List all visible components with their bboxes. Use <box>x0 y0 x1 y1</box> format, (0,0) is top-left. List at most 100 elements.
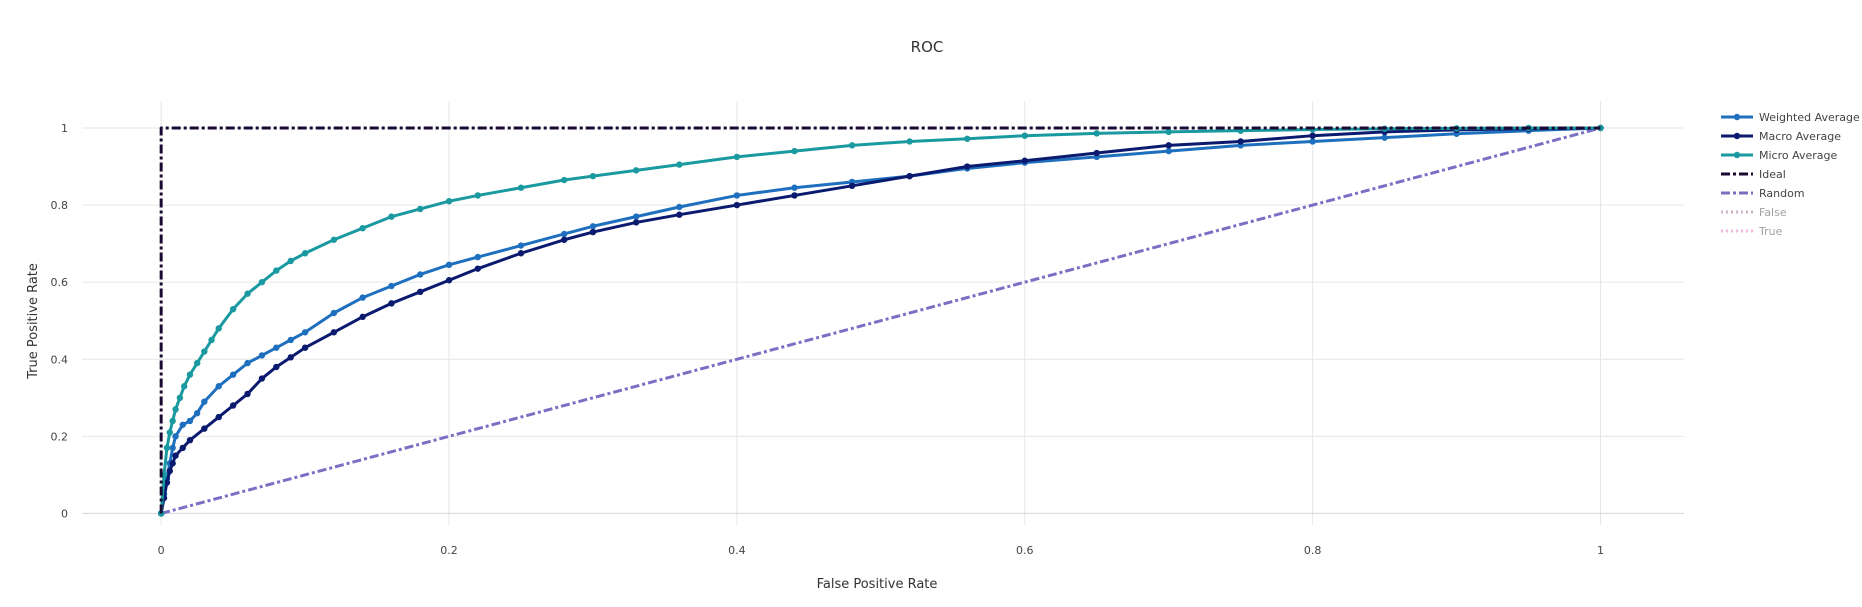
data-point <box>163 479 171 486</box>
legend-marker <box>1733 132 1741 140</box>
legend-item-true[interactable]: True <box>1721 225 1783 238</box>
data-point <box>1237 138 1244 145</box>
data-point <box>287 354 294 361</box>
data-point <box>229 402 237 409</box>
data-point <box>848 182 856 189</box>
data-point <box>791 147 798 155</box>
data-point <box>215 325 222 332</box>
y-tick-label: 0 <box>61 507 68 520</box>
data-point <box>201 425 208 432</box>
series-line-ideal <box>159 126 1601 514</box>
series-random <box>160 126 1601 515</box>
data-point <box>176 394 184 401</box>
data-point <box>301 344 309 351</box>
data-point <box>964 163 971 170</box>
data-point <box>1093 130 1100 137</box>
data-point <box>244 359 251 367</box>
data-point <box>301 250 309 257</box>
data-point <box>201 398 208 405</box>
data-point <box>172 433 179 440</box>
y-axis-title: True Positive Rate <box>26 263 41 380</box>
data-point <box>517 242 525 249</box>
data-point <box>301 329 309 336</box>
data-point <box>359 294 366 301</box>
data-point <box>166 429 174 436</box>
data-point <box>388 213 395 220</box>
data-point <box>632 213 640 220</box>
legend-label: True <box>1758 225 1783 238</box>
data-point <box>169 460 176 467</box>
data-point <box>287 257 294 265</box>
data-point <box>791 184 798 191</box>
legend-label: False <box>1759 206 1787 219</box>
legend-item-ideal[interactable]: Ideal <box>1721 168 1786 181</box>
legend[interactable]: Weighted Average Macro Average Micro Avera… <box>1721 111 1860 238</box>
data-point <box>733 201 741 209</box>
data-point <box>1093 149 1100 157</box>
data-point <box>258 352 266 359</box>
data-point <box>287 336 294 344</box>
data-point <box>193 410 201 417</box>
data-point <box>180 383 188 390</box>
data-point <box>1165 142 1172 149</box>
data-point <box>906 172 913 180</box>
data-point <box>330 309 338 317</box>
data-point <box>445 198 453 205</box>
series-macro-average <box>157 124 1604 517</box>
data-point <box>632 219 640 226</box>
data-point <box>186 437 194 444</box>
data-point <box>589 172 597 180</box>
series-ideal <box>159 126 1601 514</box>
data-point <box>474 253 482 261</box>
data-point <box>359 313 366 321</box>
data-point <box>208 336 215 344</box>
legend-item-macro-average[interactable]: Macro Average <box>1721 130 1841 143</box>
data-point <box>1021 132 1028 139</box>
data-point <box>1021 157 1028 164</box>
data-point <box>172 452 179 459</box>
data-point <box>166 467 174 475</box>
legend-item-random[interactable]: Random <box>1721 187 1805 200</box>
data-point <box>388 300 395 307</box>
data-point <box>172 406 179 413</box>
legend-label: Weighted Average <box>1759 111 1860 124</box>
data-point <box>1165 147 1172 155</box>
data-point <box>244 290 251 297</box>
data-point <box>273 267 280 274</box>
data-point <box>676 161 683 168</box>
chart-title: ROC <box>911 38 944 56</box>
data-point <box>733 153 741 161</box>
data-point <box>186 371 194 378</box>
data-point <box>258 278 266 286</box>
data-point <box>445 261 453 269</box>
data-point <box>964 135 971 142</box>
y-tick-label: 0.8 <box>51 199 69 212</box>
legend-label: Macro Average <box>1759 130 1841 143</box>
data-point <box>186 417 194 425</box>
legend-label: Micro Average <box>1759 149 1838 162</box>
legend-item-weighted-average[interactable]: Weighted Average <box>1721 111 1860 124</box>
data-point <box>1309 132 1316 139</box>
data-point <box>388 282 395 290</box>
data-point <box>417 205 424 213</box>
data-point <box>906 138 913 145</box>
data-point <box>560 176 568 184</box>
data-point <box>193 359 201 367</box>
y-tick-label: 0.6 <box>51 276 69 289</box>
x-tick-label: 0.2 <box>440 544 458 557</box>
data-point <box>179 444 186 452</box>
data-point <box>791 192 798 199</box>
series-line-random <box>160 126 1601 515</box>
data-point <box>632 167 640 174</box>
y-tick-label: 1 <box>61 122 68 135</box>
legend-item-micro-average[interactable]: Micro Average <box>1721 149 1838 162</box>
data-point <box>417 288 424 295</box>
data-point <box>474 192 482 199</box>
x-tick-label: 0.6 <box>1016 544 1034 557</box>
data-point <box>229 371 237 378</box>
data-point <box>169 417 176 425</box>
x-tick-label: 0 <box>158 544 165 557</box>
legend-item-false[interactable]: False <box>1721 206 1787 219</box>
data-point <box>589 228 597 236</box>
